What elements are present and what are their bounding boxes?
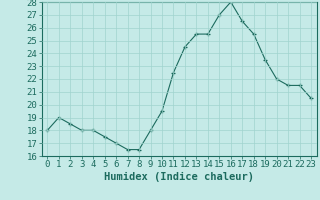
X-axis label: Humidex (Indice chaleur): Humidex (Indice chaleur) [104, 172, 254, 182]
